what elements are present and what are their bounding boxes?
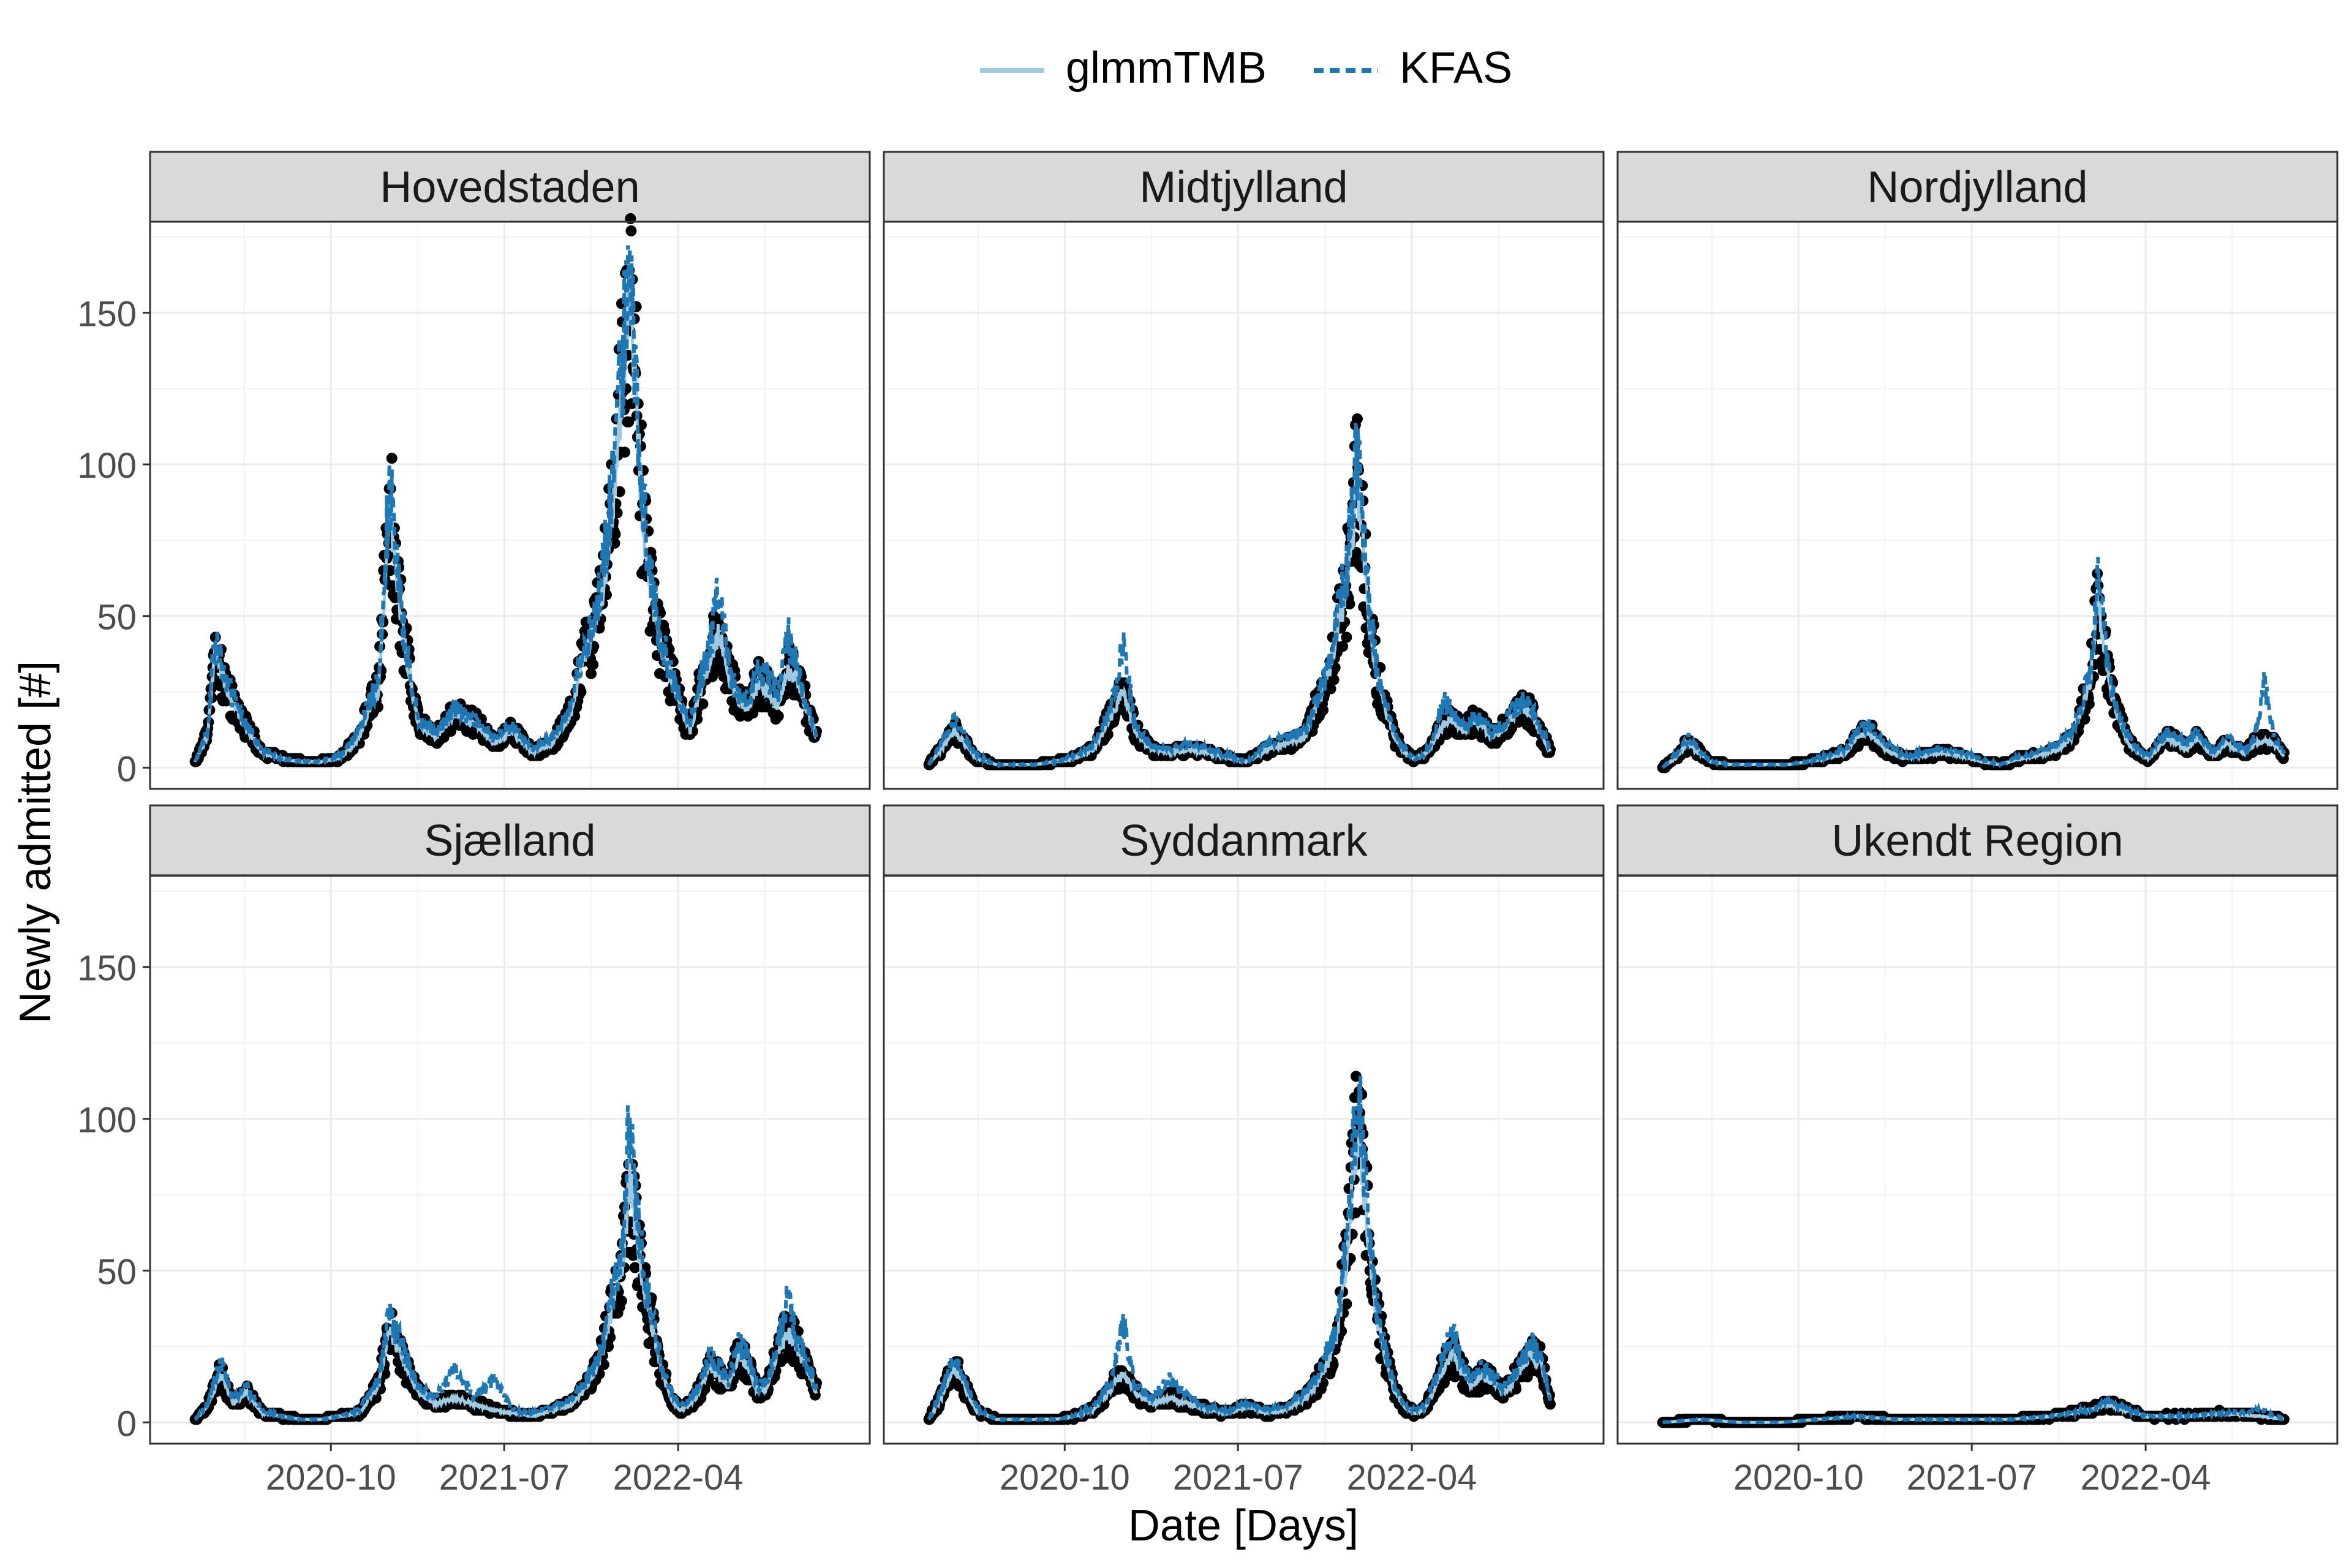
panel-background [884, 876, 1604, 1444]
x-tick-label: 2020-10 [266, 1458, 396, 1498]
data-point [586, 668, 597, 679]
facet-nordjylland: Nordjylland [1616, 151, 2339, 790]
data-point [619, 447, 630, 458]
panel-background [150, 876, 870, 1444]
facet-title: Hovedstaden [380, 163, 639, 212]
data-point [1344, 598, 1355, 609]
data-point [629, 1262, 641, 1273]
x-tick-label: 2022-04 [613, 1458, 744, 1498]
panel-border [149, 221, 871, 790]
facet-title: Midtjylland [1139, 163, 1348, 212]
legend-glmmtmb-label: glmmTMB [1066, 43, 1267, 92]
y-tick-label: 50 [97, 1252, 137, 1292]
y-tick-label: 50 [97, 598, 137, 638]
data-point [1325, 683, 1336, 695]
data-point [587, 659, 599, 670]
facet-title: Syddanmark [1120, 816, 1368, 865]
data-point [614, 486, 625, 497]
data-point [445, 725, 457, 737]
data-point [1337, 641, 1349, 652]
y-tick-label: 0 [117, 1404, 137, 1444]
data-point [1317, 704, 1329, 716]
facet-panels: Hovedstaden 0 50 100 150 Midtjylland Nordjylla… [77, 151, 2339, 1498]
x-tick-label: 2021-07 [439, 1458, 570, 1498]
y-tick-label: 0 [117, 749, 137, 789]
y-tick-label: 100 [77, 446, 137, 486]
data-point [616, 1295, 627, 1306]
y-tick-label: 100 [77, 1101, 137, 1140]
facet-sj-lland: Sjælland 0 50 100 150 2020-10 2021-07 2022-04 [77, 804, 871, 1498]
facet-hovedstaden: Hovedstaden 0 50 100 150 [77, 151, 871, 790]
panel-background [884, 222, 1604, 789]
y-tick-label: 150 [77, 949, 137, 989]
data-point [623, 416, 635, 428]
data-point [697, 698, 709, 710]
facet-strip [883, 151, 1605, 223]
data-point [625, 225, 637, 236]
facet-strip [149, 151, 871, 223]
panel-background [1618, 222, 2337, 789]
facet-title: Sjælland [424, 816, 595, 865]
facet-midtjylland: Midtjylland [883, 151, 1605, 790]
data-point [386, 453, 398, 464]
legend: glmmTMB KFAS [980, 43, 1512, 92]
data-point [772, 710, 784, 722]
data-point [1328, 674, 1340, 685]
legend-kfas-label: KFAS [1400, 43, 1512, 92]
series-line-kfas [194, 245, 818, 767]
facet-title: Nordjylland [1867, 163, 2087, 212]
y-tick-label: 150 [77, 295, 137, 334]
data-point [1341, 631, 1352, 643]
data-point [1352, 413, 1363, 424]
data-point [609, 529, 621, 540]
